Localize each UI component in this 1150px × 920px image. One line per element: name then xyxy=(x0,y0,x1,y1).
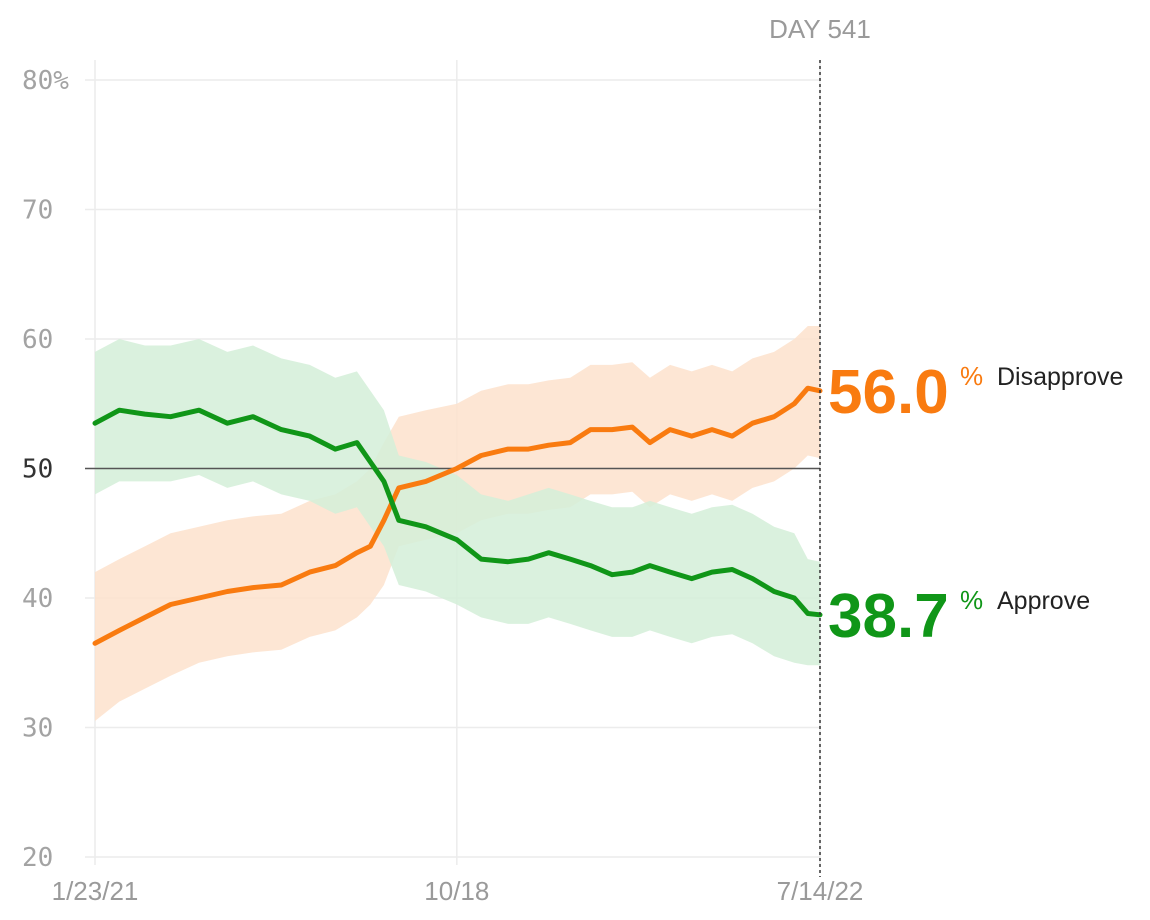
x-tick-label: 7/14/22 xyxy=(777,876,864,906)
series-lines xyxy=(92,385,823,646)
y-tick-label: 80% xyxy=(22,66,69,96)
y-tick-label: 70 xyxy=(22,196,53,226)
approve-series-label: Approve xyxy=(997,587,1090,615)
x-tick-label: 10/18 xyxy=(424,876,489,906)
disapprove-line xyxy=(92,385,823,646)
y-tick-label: 60 xyxy=(22,325,53,355)
disapprove-current-value: 56.0 xyxy=(828,358,949,427)
x-tick-label: 1/23/21 xyxy=(52,876,139,906)
y-tick-label: 50 xyxy=(22,455,53,485)
disapprove-series-label: Disapprove xyxy=(997,363,1123,391)
x-axis-ticks: 1/23/21 10/18 7/14/22 xyxy=(52,876,864,906)
current-day-label: DAY 541 xyxy=(769,14,871,44)
y-tick-label: 40 xyxy=(22,584,53,614)
y-axis-ticks: 80% 70 60 50 40 30 20 xyxy=(22,66,69,873)
approve-current-value: 38.7 xyxy=(828,582,949,651)
approve-percent-sign: % xyxy=(960,585,983,615)
disapprove-percent-sign: % xyxy=(960,361,983,391)
current-value-labels: 56.0% Disapprove 38.7% Approve xyxy=(828,358,1123,651)
y-tick-label: 20 xyxy=(22,843,53,873)
confidence-bands xyxy=(95,326,820,721)
approve-line xyxy=(92,407,823,618)
approve-band xyxy=(95,339,820,666)
y-tick-label: 30 xyxy=(22,714,53,744)
